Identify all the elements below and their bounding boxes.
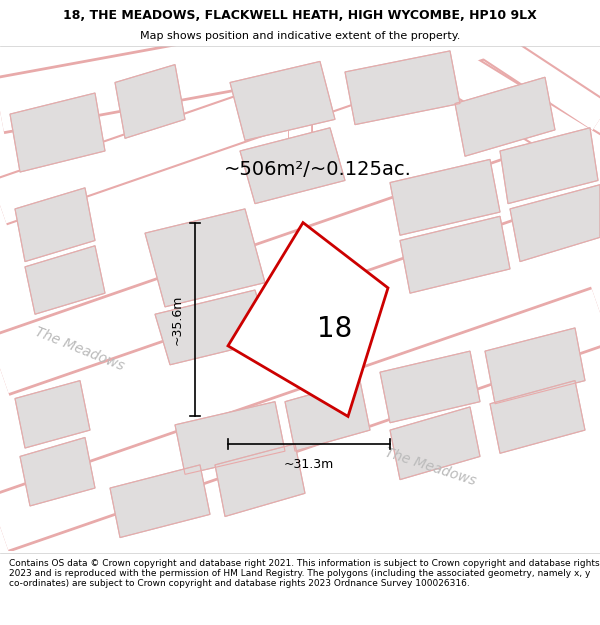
Text: 18, THE MEADOWS, FLACKWELL HEATH, HIGH WYCOMBE, HP10 9LX: 18, THE MEADOWS, FLACKWELL HEATH, HIGH W… (63, 9, 537, 22)
Text: ~506m²/~0.125ac.: ~506m²/~0.125ac. (224, 161, 412, 179)
Polygon shape (115, 64, 185, 138)
Polygon shape (145, 209, 265, 307)
Polygon shape (25, 246, 105, 314)
Polygon shape (400, 216, 510, 293)
Polygon shape (15, 188, 95, 262)
Polygon shape (230, 61, 335, 141)
Polygon shape (228, 222, 388, 416)
Polygon shape (155, 290, 270, 365)
Polygon shape (490, 381, 585, 453)
Polygon shape (485, 328, 585, 404)
Polygon shape (390, 407, 480, 479)
Polygon shape (285, 381, 370, 451)
Polygon shape (215, 444, 305, 516)
Polygon shape (345, 51, 460, 124)
Text: The Meadows: The Meadows (34, 325, 127, 373)
Polygon shape (510, 184, 600, 262)
Text: Contains OS data © Crown copyright and database right 2021. This information is : Contains OS data © Crown copyright and d… (9, 559, 599, 588)
Text: 18: 18 (317, 315, 352, 342)
Polygon shape (240, 127, 345, 204)
Polygon shape (390, 159, 500, 235)
Polygon shape (380, 351, 480, 423)
Polygon shape (20, 438, 95, 506)
Text: ~35.6m: ~35.6m (170, 294, 184, 345)
Polygon shape (110, 465, 210, 538)
Polygon shape (455, 78, 555, 156)
Polygon shape (500, 127, 598, 204)
Polygon shape (10, 93, 105, 172)
Polygon shape (175, 402, 285, 474)
Text: The Meadows: The Meadows (383, 446, 478, 488)
Polygon shape (15, 381, 90, 448)
Text: ~31.3m: ~31.3m (284, 458, 334, 471)
Text: Map shows position and indicative extent of the property.: Map shows position and indicative extent… (140, 31, 460, 41)
